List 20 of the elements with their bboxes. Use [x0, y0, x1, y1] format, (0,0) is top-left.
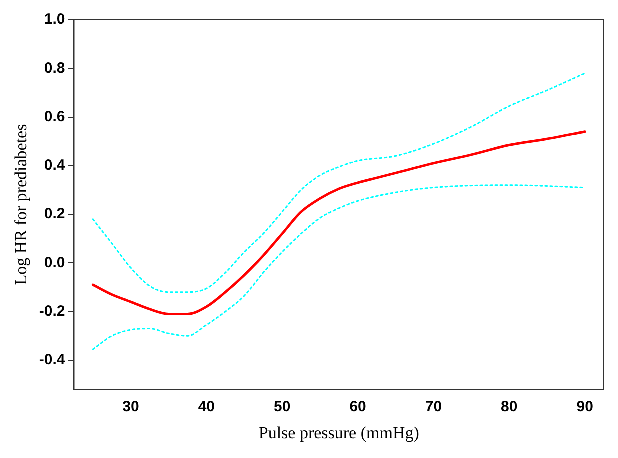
x-tick-label: 90 — [576, 398, 594, 416]
line-series — [92, 184, 586, 350]
line-series — [92, 72, 586, 294]
y-tick-label: 0.4 — [44, 157, 66, 174]
x-axis-title: Pulse pressure (mmHg) — [258, 423, 420, 442]
y-tick-label: 1.0 — [44, 11, 66, 28]
x-tick-label: 60 — [350, 398, 366, 416]
x-tick-label: 70 — [425, 398, 442, 416]
x-tick-label: 40 — [198, 398, 216, 416]
y-tick-label: -0.4 — [39, 352, 66, 369]
y-axis-title: Log HR for prediabetes — [12, 124, 31, 286]
y-tick-label: 0.6 — [44, 108, 66, 126]
x-tick-label: 30 — [122, 398, 140, 416]
line-series — [92, 130, 586, 316]
y-tick-label: 0.0 — [44, 254, 66, 272]
y-tick-label: 0.8 — [44, 60, 66, 77]
x-tick-label: 50 — [274, 398, 291, 416]
y-tick-label: -0.2 — [39, 302, 66, 320]
y-tick-label: 0.2 — [44, 206, 66, 223]
x-tick-label: 80 — [501, 398, 518, 416]
